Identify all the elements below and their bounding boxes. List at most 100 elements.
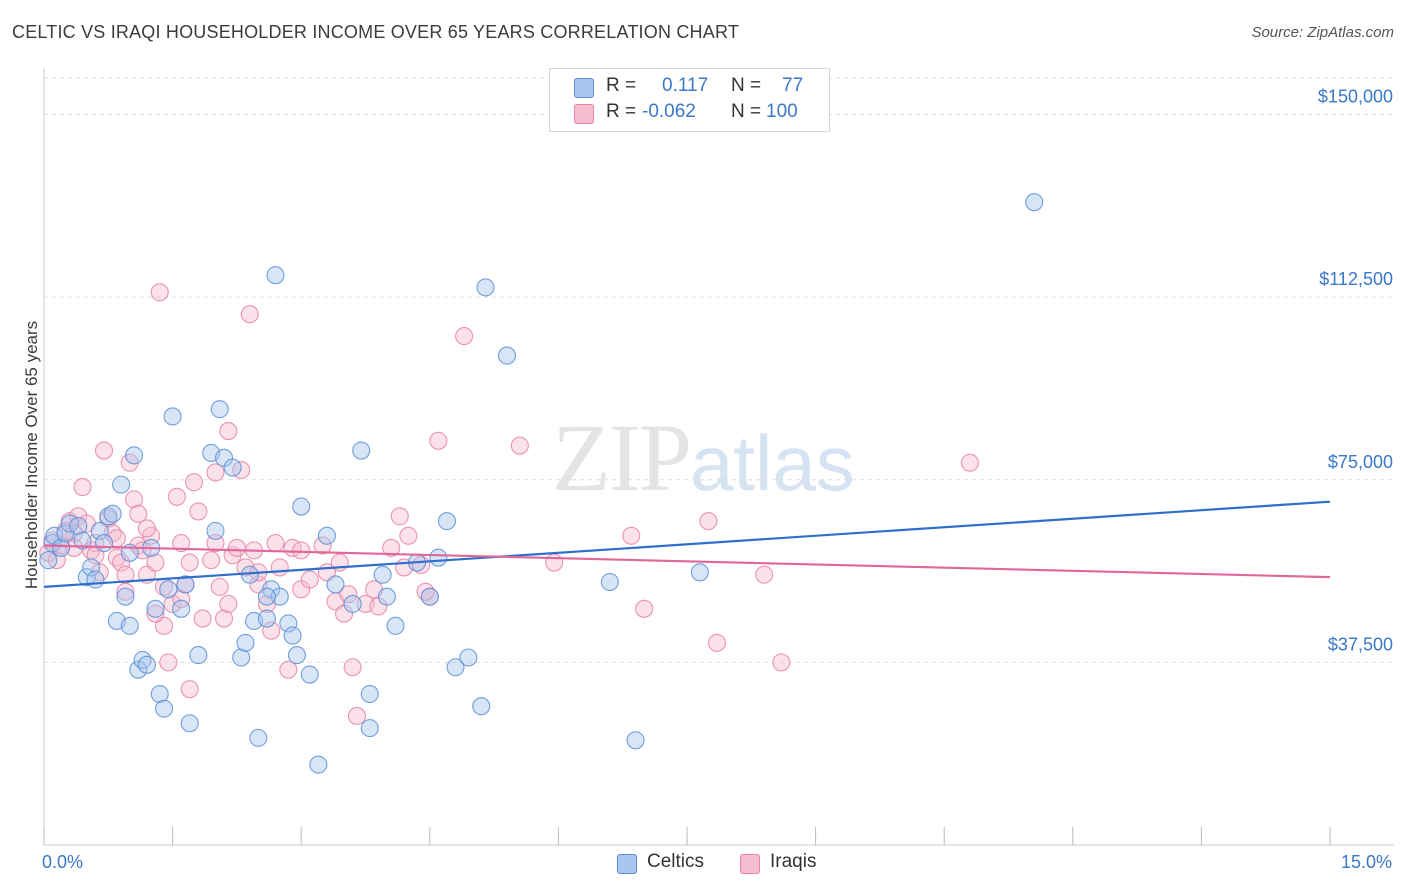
iraqis-point	[960, 453, 979, 472]
celtics-point	[459, 648, 478, 667]
celtics-point	[377, 587, 396, 606]
celtics-point	[270, 587, 289, 606]
iraqis-point	[167, 487, 186, 506]
correlation-stats-box: R = 0.117 N = 77 R = -0.062 N = 100	[549, 68, 830, 132]
y-tick-label: $112,500	[1319, 269, 1393, 289]
iraqis-point	[206, 463, 225, 482]
iraqis-point	[189, 502, 208, 521]
iraqis-point	[699, 512, 718, 531]
r-value: 0.117	[662, 75, 709, 96]
iraqis-swatch	[740, 854, 760, 874]
x-tick-max: 15.0%	[1340, 852, 1392, 872]
y-tick-label: $75,000	[1328, 452, 1393, 472]
celtics-point	[176, 575, 195, 594]
iraqis-point	[146, 553, 165, 572]
iraqis-point	[390, 507, 409, 526]
celtics-swatch	[617, 854, 637, 874]
celtics-point	[120, 616, 139, 635]
zipatlas-watermark: ZIPatlas	[552, 402, 855, 513]
iraqis-point	[184, 473, 204, 492]
celtics-point	[163, 407, 182, 426]
iraqis-point	[339, 585, 358, 604]
celtics-point	[690, 563, 709, 582]
celtics-point	[386, 616, 405, 635]
celtics-point	[472, 697, 491, 716]
watermark-zip: ZIP	[552, 404, 692, 511]
celtics-point	[266, 266, 285, 285]
celtics-point	[172, 599, 191, 618]
iraqis-point	[219, 422, 238, 441]
legend-label-celtics: Celtics	[647, 851, 705, 872]
celtics-point	[600, 572, 619, 592]
iraqis-point	[73, 478, 92, 497]
iraqis-point	[622, 526, 641, 545]
iraqis-point	[300, 570, 319, 589]
celtics-point	[287, 646, 306, 665]
celtics-point	[116, 587, 135, 606]
celtics-point	[279, 614, 298, 633]
iraqis-point	[279, 660, 298, 679]
celtics-point	[223, 458, 242, 477]
celtics-point	[236, 633, 255, 652]
iraqis-point	[202, 551, 221, 570]
celtics-point	[446, 658, 465, 677]
r-value: -0.062	[642, 101, 696, 122]
iraqis-point	[180, 680, 199, 699]
celtics-point	[309, 755, 328, 774]
celtics-point	[210, 400, 229, 419]
iraqis-point	[94, 441, 114, 460]
y-tick-label: $37,500	[1328, 634, 1393, 654]
celtics-point	[317, 526, 336, 545]
iraqis-trend-line	[43, 544, 1331, 579]
iraqis-point	[429, 431, 448, 450]
celtics-point	[86, 570, 105, 589]
celtics-point	[90, 521, 109, 540]
iraqis-point	[510, 436, 529, 455]
iraqis-point	[180, 553, 199, 572]
iraqis-point	[772, 653, 791, 672]
iraqis-point	[266, 534, 285, 553]
iraqis-point	[707, 633, 727, 652]
celtics-point	[429, 548, 448, 567]
celtics-point	[103, 504, 122, 523]
iraqis-points	[39, 283, 979, 725]
celtics-point	[437, 512, 456, 531]
celtics-point	[373, 565, 392, 584]
celtics-points	[39, 193, 1044, 774]
celtics-point	[360, 684, 379, 704]
celtics-point	[82, 558, 101, 577]
chart-title: CELTIC VS IRAQI HOUSEHOLDER INCOME OVER …	[12, 22, 740, 42]
celtics-point	[352, 441, 371, 460]
celtics-point	[112, 475, 131, 494]
iraqis-point	[240, 305, 259, 324]
iraqis-point	[116, 582, 135, 601]
celtics-point	[154, 699, 174, 718]
celtics-point	[497, 346, 517, 365]
n-label: N =	[731, 101, 762, 122]
iraqis-point	[455, 327, 474, 346]
iraqis-point	[137, 519, 156, 538]
iraqis-point	[347, 706, 366, 725]
celtics-point	[159, 580, 178, 599]
celtics-point	[124, 446, 144, 465]
celtics-point	[150, 684, 169, 704]
iraqis-point	[172, 534, 191, 553]
iraqis-point	[172, 590, 191, 609]
iraqis-point	[270, 558, 289, 577]
celtics-point	[300, 665, 319, 684]
celtics-point	[257, 609, 276, 628]
celtics-point	[360, 719, 379, 738]
n-value: 100	[766, 101, 798, 122]
celtics-point	[326, 575, 345, 594]
iraqis-point	[399, 526, 418, 545]
iraqis-point	[219, 594, 238, 613]
celtics-point	[94, 534, 114, 553]
iraqis-point	[382, 538, 401, 557]
y-tick-labels: $37,500 $75,000 $112,500 $150,000	[1318, 87, 1393, 655]
source-label: Source: ZipAtlas.com	[1251, 24, 1394, 41]
iraqis-point	[343, 658, 362, 677]
iraqis-point	[129, 504, 148, 523]
iraqis-point	[163, 594, 182, 613]
iraqis-point	[313, 536, 332, 555]
r-label: R =	[606, 75, 637, 96]
